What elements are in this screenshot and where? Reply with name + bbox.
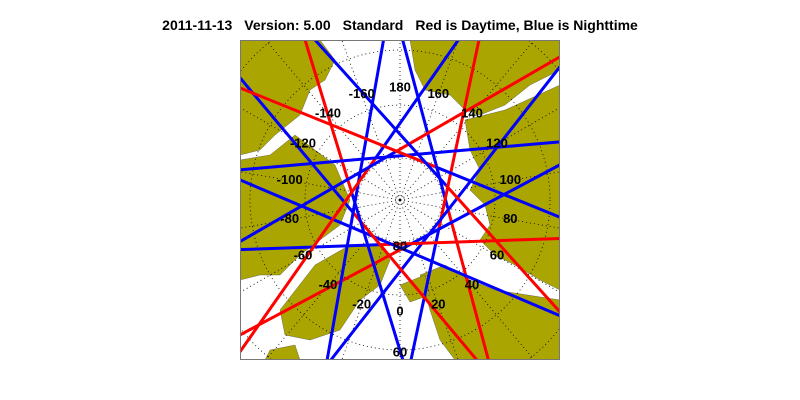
meridian-line: [399, 199, 560, 293]
latitude-label: 80: [393, 238, 407, 253]
meridian-line: [341, 199, 401, 360]
longitude-label: -40: [319, 277, 338, 292]
meridian-line: [240, 107, 401, 201]
latitude-circle: [357, 157, 443, 243]
track-segment: [402, 163, 560, 250]
longitude-label: 40: [465, 277, 479, 292]
track-segment: [325, 172, 362, 360]
longitude-label: 160: [427, 86, 449, 101]
longitude-label: -100: [277, 172, 303, 187]
longitude-label: 140: [461, 106, 483, 121]
track-segment: [240, 76, 355, 214]
map-frame: [240, 40, 560, 360]
track-segment: [358, 40, 386, 173]
track-segment: [444, 184, 560, 313]
track-segment: [415, 140, 560, 156]
land-alaska: [240, 40, 336, 156]
longitude-label: 20: [431, 297, 445, 312]
track-segment: [314, 40, 448, 187]
meridian-line: [341, 40, 401, 201]
track-segment: [394, 55, 560, 154]
track-segment: [240, 150, 397, 243]
longitude-label: 180: [389, 79, 411, 94]
meridian-line: [399, 40, 459, 201]
longitude-label: -20: [352, 297, 371, 312]
track-segment: [409, 228, 441, 360]
track-segment: [374, 40, 460, 160]
longitude-label: -160: [349, 86, 375, 101]
longitude-label: -60: [294, 247, 313, 262]
track-segment: [350, 193, 405, 360]
longitude-label: 0: [396, 303, 403, 318]
meridian-line: [265, 199, 401, 360]
meridian-line: [399, 199, 459, 360]
meridian-line: [265, 40, 401, 201]
track-segment: [240, 157, 377, 353]
plot-title: 2011-11-13 Version: 5.00 Standard Red is Da…: [0, 17, 800, 33]
land-siberia-north: [409, 40, 560, 116]
meridian-line: [399, 40, 535, 201]
satellite-tracks: [240, 40, 560, 360]
longitude-label: 60: [490, 247, 504, 262]
track-segment: [303, 40, 354, 195]
title-date: 2011-11-13: [162, 17, 233, 33]
track-segment: [240, 246, 404, 337]
track-segment: [437, 40, 481, 230]
track-segment: [421, 65, 560, 244]
longitude-label: 80: [503, 211, 517, 226]
longitude-label: 120: [486, 135, 508, 150]
title-mode: Standard: [342, 17, 404, 33]
longitude-label: 100: [499, 172, 521, 187]
title-version: Version: 5.00: [244, 17, 331, 33]
track-segment: [446, 207, 490, 360]
track-segment: [240, 243, 382, 252]
track-segment: [352, 211, 478, 360]
track-segment: [363, 231, 560, 318]
longitude-label: -80: [280, 211, 299, 226]
track-segment: [381, 236, 560, 247]
longitude-label: -120: [290, 135, 316, 150]
latitude-label: 60: [393, 344, 407, 359]
land-iceland: [264, 344, 301, 360]
title-legend: Red is Daytime, Blue is Nighttime: [415, 17, 638, 33]
meridian-line: [399, 107, 560, 201]
north-pole-marker: [398, 198, 402, 202]
land-canada: [240, 134, 351, 281]
track-segment: [434, 165, 560, 219]
longitude-label: -140: [315, 106, 341, 121]
track-segment: [329, 241, 424, 360]
track-segment: [240, 86, 436, 169]
track-segment: [240, 152, 417, 172]
